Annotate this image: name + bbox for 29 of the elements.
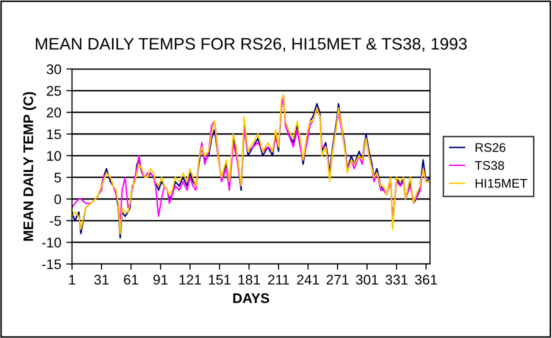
chart-title: MEAN DAILY TEMPS FOR RS26, HI15MET & TS38, 1993 — [36, 38, 467, 52]
y-tick-label: 30 — [46, 64, 62, 74]
y-tick-label: 10 — [47, 151, 62, 161]
y-tick-label: 0 — [54, 194, 62, 204]
x-tick-label: 61 — [124, 274, 138, 285]
y-tick-label: 20 — [46, 108, 62, 118]
legend-label: RS26 — [476, 143, 506, 152]
x-tick-label: 31 — [94, 274, 109, 285]
x-tick-label: 181 — [238, 274, 260, 285]
x-axis-title: DAYS — [233, 293, 270, 304]
y-tick-label: -5 — [50, 216, 61, 226]
y-tick-label: -10 — [42, 238, 62, 248]
y-tick-label: -15 — [42, 259, 62, 270]
x-tick-label: 1 — [69, 274, 76, 284]
x-tick-label: 331 — [386, 274, 408, 285]
x-tick-label: 91 — [153, 274, 168, 285]
x-tick-label: 301 — [356, 274, 378, 285]
y-tick-label: 15 — [47, 129, 62, 140]
legend-label: TS38 — [474, 161, 504, 170]
x-tick-label: 271 — [326, 274, 348, 284]
x-tick-label: 211 — [268, 274, 289, 284]
x-tick-label: 151 — [209, 274, 230, 285]
y-tick-label: 25 — [46, 86, 62, 96]
x-tick-label: 241 — [297, 274, 319, 284]
y-tick-label: 5 — [54, 172, 61, 183]
y-axis-title: MEAN DAILY TEMP (C) — [23, 92, 36, 241]
x-tick-label: 121 — [179, 274, 201, 284]
legend-label: HI15MET — [476, 179, 528, 188]
x-tick-label: 361 — [415, 274, 437, 285]
